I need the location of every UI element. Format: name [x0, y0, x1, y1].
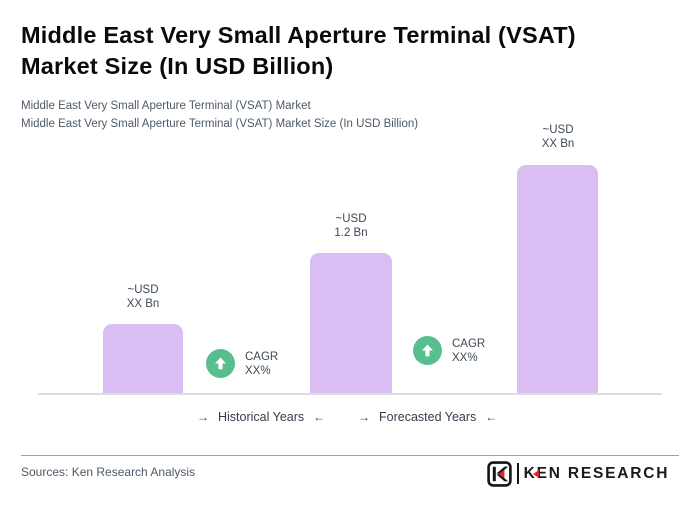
left-arrow-icon: ←	[485, 410, 498, 424]
bar-historical	[103, 324, 183, 394]
x-axis-label-historical-years: → Historical Years ←	[197, 410, 326, 424]
right-arrow-icon: →	[197, 410, 209, 424]
growth-up-arrow-icon	[413, 336, 442, 365]
logo-divider	[517, 463, 519, 484]
bar-middle	[310, 253, 392, 394]
cagr-label-1: CAGR XX%	[245, 350, 279, 377]
ken-research-logo: KEN RESEARCH	[487, 460, 669, 487]
red-triangle-icon	[533, 470, 540, 478]
ken-research-wordmark: KEN RESEARCH	[523, 464, 670, 482]
chart-subtitle-line2: Middle East Very Small Aperture Terminal…	[21, 118, 419, 130]
cagr-badge-1: CAGR XX%	[206, 349, 278, 378]
page-title: Middle East Very Small Aperture Terminal…	[21, 20, 671, 82]
bar-forecast	[517, 165, 598, 394]
chart-subtitle: Middle East Very Small Aperture Terminal…	[21, 97, 418, 133]
page-title-line1: Middle East Very Small Aperture Terminal…	[21, 22, 576, 48]
x-axis-baseline	[38, 393, 662, 395]
x-axis-label-forecasted-years: → Forecasted Years ←	[358, 410, 498, 424]
ken-research-k-shield-icon	[487, 460, 512, 487]
page-title-line2: Market Size (In USD Billion)	[21, 53, 334, 79]
cagr-badge-2: CAGR XX%	[413, 336, 485, 365]
sources-text: Sources: Ken Research Analysis	[21, 465, 196, 479]
left-arrow-icon: ←	[313, 410, 326, 424]
right-arrow-icon: →	[358, 410, 370, 424]
footer-divider	[21, 455, 679, 456]
chart-subtitle-line1: Middle East Very Small Aperture Terminal…	[21, 100, 311, 112]
bar-value-label-middle: ~USD 1.2 Bn	[334, 213, 368, 239]
growth-up-arrow-icon	[206, 349, 235, 378]
bar-value-label-forecast: ~USD XX Bn	[541, 124, 575, 150]
cagr-label-2: CAGR XX%	[452, 337, 486, 364]
bar-value-label-historical: ~USD XX Bn	[126, 284, 160, 310]
